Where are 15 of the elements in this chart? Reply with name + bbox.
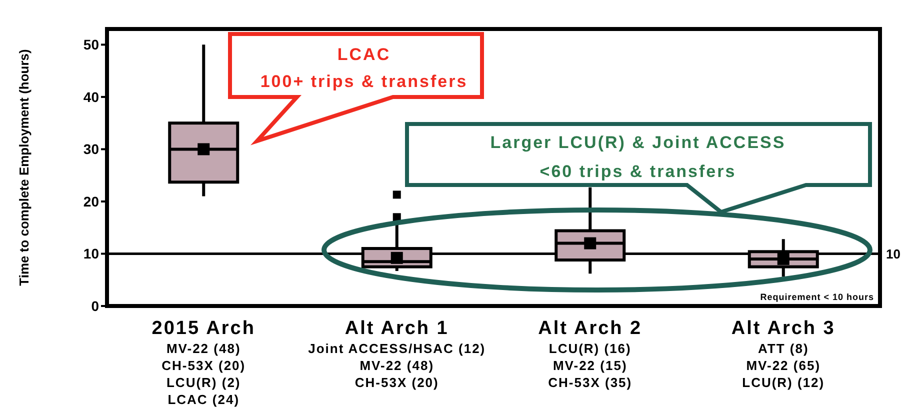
y-tick-label: 40 [83, 88, 100, 105]
x-tick-label: 2015 Arch MV-22 (48) CH-53X (20) LCU(R) (2) LCAC (24) [152, 318, 256, 407]
y-axis-title: Time to complete Employment (hours) [16, 49, 32, 286]
annotation: Requirement < 10 hours [760, 292, 874, 302]
y-tick-label: 10 [83, 246, 100, 262]
ref-line-label: 10 [886, 246, 900, 262]
annotation: LCAC 100+ trips & transfers [260, 45, 468, 91]
y-tick-label: 20 [83, 193, 100, 210]
y-tick-label: 50 [83, 36, 100, 53]
y-tick-label: 30 [83, 141, 100, 158]
y-tick-label: 0 [91, 298, 100, 314]
x-tick-label: Alt Arch 1 Joint ACCESS/HSAC (12) MV-22 (48) CH-53X (20) [308, 318, 486, 390]
x-tick-label: Alt Arch 2 LCU(R) (16) MV-22 (15) CH-53X (35) [538, 318, 642, 390]
annotation: Larger LCU(R) & Joint ACCESS <60 trips & transfers [490, 133, 786, 181]
x-tick-label: Alt Arch 3 ATT (8) MV-22 (65) LCU(R) (12) [731, 318, 836, 390]
